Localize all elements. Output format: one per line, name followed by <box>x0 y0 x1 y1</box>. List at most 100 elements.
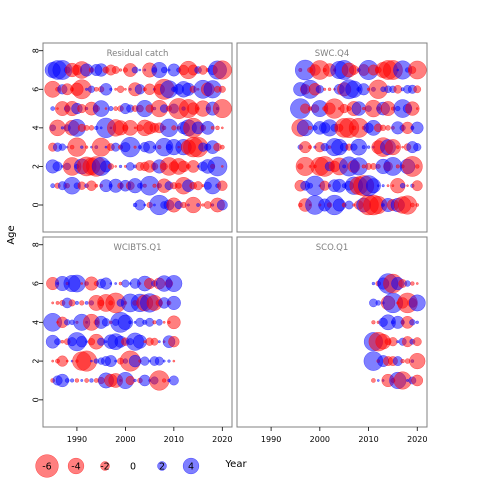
residual-bubble <box>386 184 390 188</box>
residual-bubble <box>111 66 120 74</box>
residual-bubble <box>118 164 123 169</box>
residual-bubble <box>133 126 137 130</box>
legend-label: -4 <box>71 462 80 473</box>
residual-bubble <box>114 165 118 168</box>
residual-bubble <box>160 66 168 74</box>
residual-bubble <box>123 87 127 91</box>
legend-item: 2 <box>157 461 167 473</box>
residual-bubble <box>52 161 63 172</box>
panel-title: Residual catch <box>107 49 169 59</box>
residual-bubble <box>220 126 224 130</box>
legend-bubble <box>100 461 110 471</box>
residual-bubble <box>125 162 135 171</box>
residual-bubble <box>411 180 423 192</box>
residual-bubble <box>94 86 99 92</box>
residual-bubble <box>168 375 179 386</box>
residual-bubble <box>323 87 327 91</box>
residual-bubble <box>64 378 70 383</box>
residual-bubble <box>167 359 171 363</box>
residual-bubble <box>212 60 232 80</box>
residual-bubble <box>361 106 366 111</box>
y-tick-label: 6 <box>32 87 41 92</box>
residual-bubble <box>133 145 137 149</box>
x-axis-label: Year <box>224 459 247 470</box>
residual-bubble <box>79 300 85 306</box>
axes-group: 0 2 4 6 8 0 2 4 6 8 1990 2000 2010 2020 1990 2000 2010 20… <box>32 48 428 444</box>
residual-bubble <box>109 87 113 91</box>
residual-bubble <box>171 125 177 131</box>
residual-bubble <box>165 275 183 292</box>
residual-bubble <box>408 294 426 312</box>
legend-item: -6 <box>35 454 59 478</box>
residual-bubble <box>409 352 426 370</box>
residual-bubble <box>410 121 424 135</box>
residual-bubble <box>406 184 409 188</box>
residual-bubble <box>399 183 406 189</box>
legend-bubble <box>67 457 85 475</box>
residual-bubble <box>104 107 108 110</box>
residual-bubble <box>218 85 226 93</box>
residual-bubble <box>84 378 89 383</box>
residual-bubble <box>212 99 232 119</box>
residual-bubble <box>401 145 404 149</box>
residual-bubble <box>58 143 67 151</box>
residual-bubble <box>65 359 69 363</box>
residual-bubble <box>388 337 398 347</box>
residual-bubble <box>89 378 94 383</box>
residual-bubble <box>90 359 93 363</box>
residual-bubble <box>376 184 380 188</box>
y-tick-label: 4 <box>32 320 41 325</box>
residual-bubble <box>407 60 427 80</box>
x-tick-label: 2020 <box>407 435 427 444</box>
residual-bubble <box>415 203 420 207</box>
residual-bubble <box>113 106 119 111</box>
residual-bubble <box>51 301 55 305</box>
panel-4: SCO.Q1 <box>236 236 428 428</box>
panel-title: SWC.Q4 <box>315 49 350 59</box>
residual-bubble <box>84 145 89 149</box>
residual-bubble <box>371 320 376 325</box>
residual-bubble <box>154 356 164 366</box>
residual-bubble <box>400 358 405 364</box>
x-tick-label: 1990 <box>261 435 281 444</box>
panel-1: Residual catch <box>42 42 233 233</box>
residual-bubble <box>404 280 411 287</box>
residual-bubble <box>125 375 135 386</box>
panel-group: Residual catch SWC.Q4 WCIBTS.Q1 SCO.Q1 <box>42 42 428 428</box>
x-tick-label: 2010 <box>358 435 378 444</box>
legend-label: 2 <box>159 462 165 473</box>
legend-label: -6 <box>42 462 51 473</box>
residual-bubble <box>51 359 55 363</box>
residual-bubble <box>415 320 419 325</box>
residual-bubble <box>216 199 228 211</box>
residual-bubble <box>116 85 125 93</box>
y-tick-label: 4 <box>32 125 41 130</box>
residual-bubble <box>107 163 115 170</box>
residual-bubble <box>381 184 385 188</box>
residual-bubble <box>207 156 228 177</box>
residual-bubble <box>172 359 176 363</box>
residual-bubble <box>219 144 225 150</box>
residual-bubble <box>104 145 108 149</box>
legend-item: -2 <box>100 461 110 473</box>
y-tick-label: 6 <box>32 281 41 286</box>
residual-bubble <box>156 319 163 326</box>
residual-bubble <box>210 126 215 130</box>
residual-bubble <box>166 295 181 310</box>
residual-bubble <box>376 379 380 382</box>
y-tick-label: 8 <box>32 242 41 247</box>
legend-label: 4 <box>188 462 194 473</box>
residual-bubble <box>157 340 161 344</box>
residual-bubble <box>50 183 56 189</box>
y-tick-label: 2 <box>32 164 41 169</box>
residual-bubble <box>371 378 376 383</box>
y-tick-label: 0 <box>32 397 41 402</box>
residual-bubble <box>140 356 150 366</box>
residual-bubble <box>64 319 71 326</box>
legend-bubble <box>182 457 200 475</box>
residual-bubble <box>315 85 324 94</box>
residual-bubble <box>85 87 89 91</box>
residual-bubble <box>162 320 166 324</box>
residual-bubble <box>150 337 159 346</box>
